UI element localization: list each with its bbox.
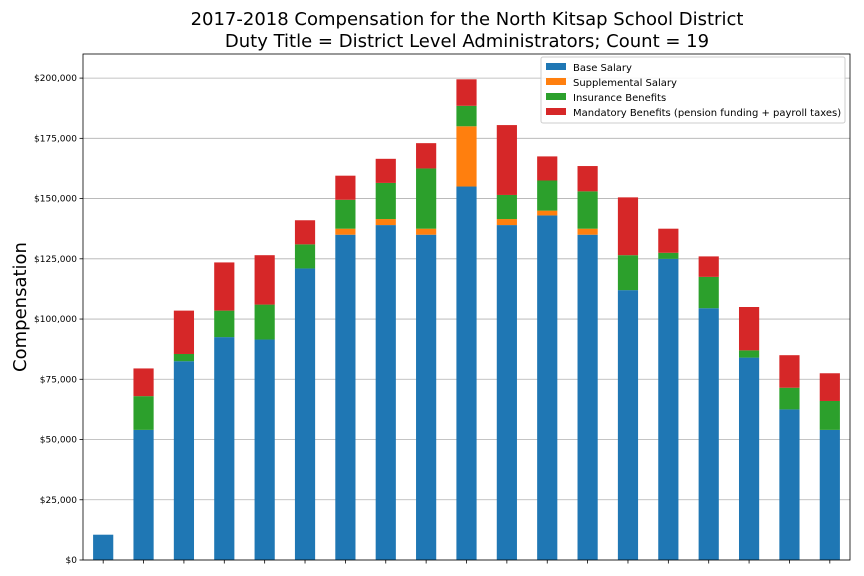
y-axis-label: Compensation (10, 242, 31, 372)
bar-segment-insurance (375, 182, 396, 220)
bar-segment-insurance (294, 244, 316, 269)
y-tick-label: $0 (66, 556, 78, 566)
bar-segment-insurance (254, 304, 275, 340)
y-tick-label: $50,000 (40, 436, 77, 446)
bar-segment-mandatory (294, 220, 316, 245)
bar-segment-base (456, 186, 477, 560)
bar-segment-mandatory (416, 143, 437, 169)
bar-segment-mandatory (254, 255, 275, 305)
bar-segment-insurance (416, 168, 437, 229)
bar-segment-mandatory (617, 197, 639, 256)
chart-title: 2017-2018 Compensation for the North Kit… (191, 9, 744, 30)
bar-segment-insurance (456, 105, 477, 127)
legend-swatch (546, 78, 566, 85)
legend-swatch (546, 93, 566, 100)
bar-segment-base (375, 225, 396, 561)
bar-segment-base (416, 234, 437, 560)
bar-segment-mandatory (537, 156, 558, 181)
bar-segment-insurance (537, 180, 558, 211)
bar-segment-base (294, 268, 316, 560)
bar-segment-insurance (577, 191, 598, 229)
legend: Base Salary Supplemental Salary Insurance … (540, 56, 846, 124)
bar-segment-insurance (133, 396, 154, 430)
legend-swatch (546, 108, 566, 115)
legend-label: Base Salary (573, 63, 632, 74)
chart-subtitle: Duty Title = District Level Administrato… (225, 31, 709, 52)
bar-segment-base (335, 234, 356, 560)
bar-segment-base (173, 361, 195, 560)
y-tick-label: $25,000 (40, 496, 77, 506)
bar-segment-mandatory (133, 368, 154, 397)
bar-segment-base (738, 357, 760, 560)
bar-segment-insurance (658, 252, 679, 259)
y-tick-label: $100,000 (34, 315, 77, 325)
bar-segment-insurance (779, 387, 800, 410)
y-tick-label: $200,000 (34, 74, 77, 84)
bar-segment-mandatory (738, 307, 760, 351)
bar-segment-base (214, 337, 235, 560)
bar-segment-supplemental (335, 228, 356, 235)
bar-segment-mandatory (819, 373, 840, 401)
legend-box (540, 56, 846, 124)
bar-segment-base (577, 234, 598, 560)
bar-segment-insurance (617, 255, 639, 291)
bar-segment-supplemental (456, 126, 477, 187)
bar-segment-mandatory (496, 125, 517, 195)
bar-segment-mandatory (173, 310, 195, 354)
y-tick-label: $125,000 (34, 255, 77, 265)
bar-segment-mandatory (658, 228, 679, 253)
bar-segment-insurance (214, 310, 235, 338)
bar-segment-mandatory (577, 166, 598, 192)
bar-segment-base (779, 409, 800, 560)
y-tick-label: $75,000 (40, 375, 77, 385)
bar-segment-base (819, 429, 840, 560)
bar-segment-base (658, 258, 679, 560)
y-tick-label: $150,000 (34, 195, 77, 205)
bar-segment-insurance (496, 194, 517, 220)
bar-segment-base (254, 339, 275, 560)
bar-segment-mandatory (375, 158, 396, 183)
bar-segment-insurance (819, 400, 840, 430)
bar-segment-supplemental (416, 228, 437, 235)
bar-segment-mandatory (335, 175, 356, 200)
legend-label: Supplemental Salary (573, 78, 677, 89)
bar-segment-mandatory (779, 355, 800, 388)
bar-segment-base (537, 215, 558, 560)
bar-segment-insurance (698, 276, 719, 309)
bar-segment-mandatory (698, 256, 719, 277)
bar-segment-insurance (173, 353, 195, 362)
plot-frame (82, 53, 851, 561)
bar-segment-base (496, 225, 517, 561)
bars (93, 79, 840, 561)
legend-swatch (546, 63, 566, 70)
axes: $0 $25,000 $50,000 $75,000 $100,000 $125,000 $… (34, 53, 851, 566)
bar-segment-base (698, 308, 719, 560)
bar-segment-mandatory (456, 79, 477, 106)
bar-segment-insurance (738, 350, 760, 358)
y-tick-label: $175,000 (34, 134, 77, 144)
bar-segment-supplemental (496, 219, 517, 226)
bar-segment-insurance (335, 199, 356, 229)
legend-label: Mandatory Benefits (pension funding + pa… (573, 108, 841, 119)
legend-label: Insurance Benefits (573, 93, 666, 104)
bar-segment-base (93, 534, 114, 560)
bar-segment-base (617, 290, 639, 560)
bar-segment-supplemental (375, 219, 396, 226)
bar-segment-base (133, 429, 154, 560)
bar-segment-supplemental (577, 228, 598, 235)
bar-segment-mandatory (214, 262, 235, 311)
bar-segment-supplemental (537, 210, 558, 216)
